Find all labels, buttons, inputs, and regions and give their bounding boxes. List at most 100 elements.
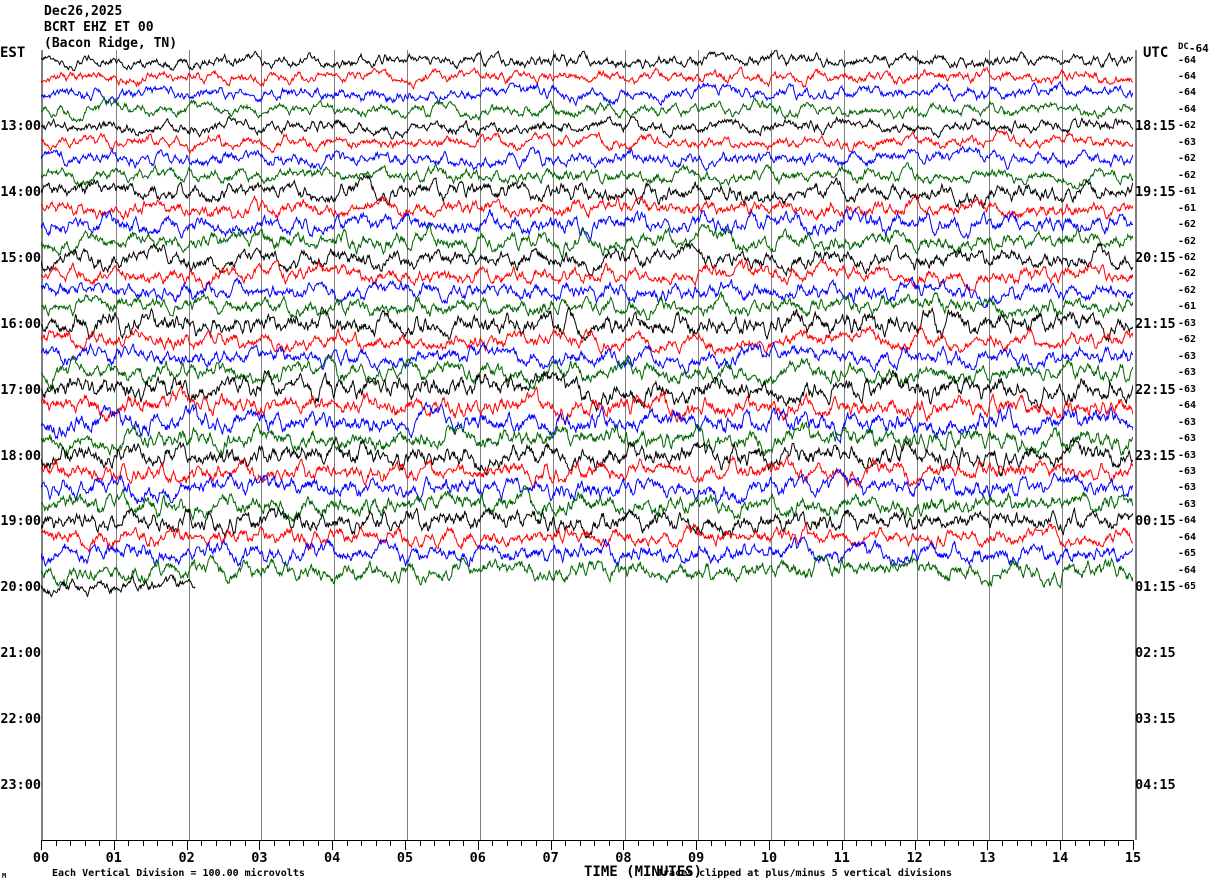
x-minor-tick: [172, 840, 174, 846]
trace-row-7: [41, 162, 1133, 190]
dc-value-row-8: -61: [1178, 186, 1197, 198]
x-minor-tick: [783, 840, 785, 846]
x-major-tick-06: [477, 840, 479, 850]
utc-time-label-2215: 22:15: [1135, 381, 1176, 398]
x-minor-tick: [565, 840, 567, 846]
trace-row-24: [41, 435, 1133, 477]
dc-value-row-17: -62: [1178, 334, 1197, 346]
x-minor-tick: [637, 840, 639, 846]
x-minor-tick: [463, 840, 465, 846]
x-minor-tick: [506, 840, 508, 846]
x-axis-label-14: 14: [1052, 850, 1069, 866]
gridline-minute-14: [1062, 50, 1064, 840]
est-time-label-1500: 15:00: [0, 250, 41, 267]
trace-row-10: [41, 207, 1133, 240]
dc-value-row-2: -64: [1178, 87, 1197, 99]
x-major-tick-02: [186, 840, 188, 850]
x-minor-tick: [754, 840, 756, 846]
x-minor-tick: [594, 840, 596, 846]
x-major-tick-07: [550, 840, 552, 850]
x-minor-tick: [1031, 840, 1033, 846]
dc-value-row-30: -65: [1178, 548, 1197, 560]
gridline-minute-11: [843, 50, 845, 840]
x-axis-label-02: 02: [178, 850, 195, 866]
x-axis-label-12: 12: [906, 850, 923, 866]
gridline-minute-03: [261, 50, 263, 840]
x-major-tick-14: [1060, 840, 1062, 850]
x-minor-tick: [1118, 840, 1120, 846]
x-minor-tick: [1016, 840, 1018, 846]
x-major-tick-11: [841, 840, 843, 850]
axis-label-est: EST: [0, 45, 26, 61]
x-minor-tick: [390, 840, 392, 846]
x-minor-tick: [346, 840, 348, 846]
x-axis-label-08: 08: [615, 850, 632, 866]
x-minor-tick: [288, 840, 290, 846]
x-minor-tick: [710, 840, 712, 846]
dc-value-row-5: -63: [1178, 136, 1197, 148]
est-time-label-1600: 16:00: [0, 315, 41, 332]
x-minor-tick: [958, 840, 960, 846]
x-axis-label-10: 10: [760, 850, 778, 866]
dc-value-row-10: -62: [1178, 219, 1197, 231]
dc-value-row-9: -61: [1178, 202, 1197, 214]
x-minor-tick: [608, 840, 610, 846]
dc-value-row-12: -62: [1178, 252, 1197, 264]
trace-row-23: [41, 421, 1133, 457]
dc-value-row-24: -63: [1178, 449, 1197, 461]
x-minor-tick: [739, 840, 741, 846]
x-axis-line: [41, 840, 1133, 841]
utc-time-label-2315: 23:15: [1135, 447, 1176, 464]
trace-row-13: [41, 257, 1133, 292]
header-location: (Bacon Ridge, TN): [44, 36, 178, 51]
dc-value-row-3: -64: [1178, 103, 1197, 115]
x-axis-label-15: 15: [1124, 850, 1142, 866]
x-minor-tick: [1103, 840, 1105, 846]
gridline-minute-08: [625, 50, 627, 840]
dc-value-row-32: -65: [1178, 581, 1197, 593]
trace-row-21: [41, 385, 1133, 426]
utc-time-label-0415: 04:15: [1135, 776, 1176, 793]
x-minor-tick: [929, 840, 931, 846]
x-major-tick-00: [41, 840, 42, 850]
x-minor-tick: [681, 840, 683, 846]
trace-row-16: [41, 306, 1133, 343]
trace-row-5: [41, 130, 1133, 155]
trace-row-18: [41, 340, 1133, 375]
dc-value-row-4: -62: [1178, 120, 1197, 132]
trace-row-31: [41, 554, 1133, 589]
x-minor-tick: [972, 840, 974, 846]
x-axis-label-06: 06: [469, 850, 486, 866]
gridline-minute-13: [989, 50, 991, 840]
trace-row-15: [41, 290, 1133, 321]
gridline-minute-12: [916, 50, 918, 840]
x-minor-tick: [419, 840, 421, 846]
trace-layer: [41, 50, 1133, 840]
dc-value-row-13: -62: [1178, 268, 1197, 280]
x-minor-tick: [244, 840, 246, 846]
x-minor-tick: [492, 840, 494, 846]
trace-row-32: [41, 573, 196, 598]
x-major-tick-04: [332, 840, 334, 850]
trace-row-20: [41, 369, 1133, 413]
dc-value-row-27: -63: [1178, 498, 1197, 510]
x-axis-label-11: 11: [833, 850, 850, 866]
x-minor-tick: [943, 840, 945, 846]
x-minor-tick: [812, 840, 814, 846]
axis-label-dc: DC-64: [1178, 42, 1209, 55]
dc-value-row-11: -62: [1178, 235, 1197, 247]
x-axis-title: TIME (MINUTES): [584, 864, 703, 880]
dc-value-row-31: -64: [1178, 564, 1197, 576]
dc-value-row-28: -64: [1178, 515, 1197, 527]
corner-glyph: M: [2, 872, 7, 880]
x-minor-tick: [215, 840, 217, 846]
est-time-label-1800: 18:00: [0, 447, 41, 464]
x-minor-tick: [448, 840, 450, 846]
dc-value-row-25: -63: [1178, 466, 1197, 477]
dc-value-row-7: -62: [1178, 169, 1197, 181]
x-minor-tick: [900, 840, 902, 846]
est-time-label-1300: 13:00: [0, 118, 41, 135]
dc-value-row-6: -62: [1178, 153, 1197, 165]
x-minor-tick: [157, 840, 159, 846]
trace-row-11: [41, 223, 1133, 259]
